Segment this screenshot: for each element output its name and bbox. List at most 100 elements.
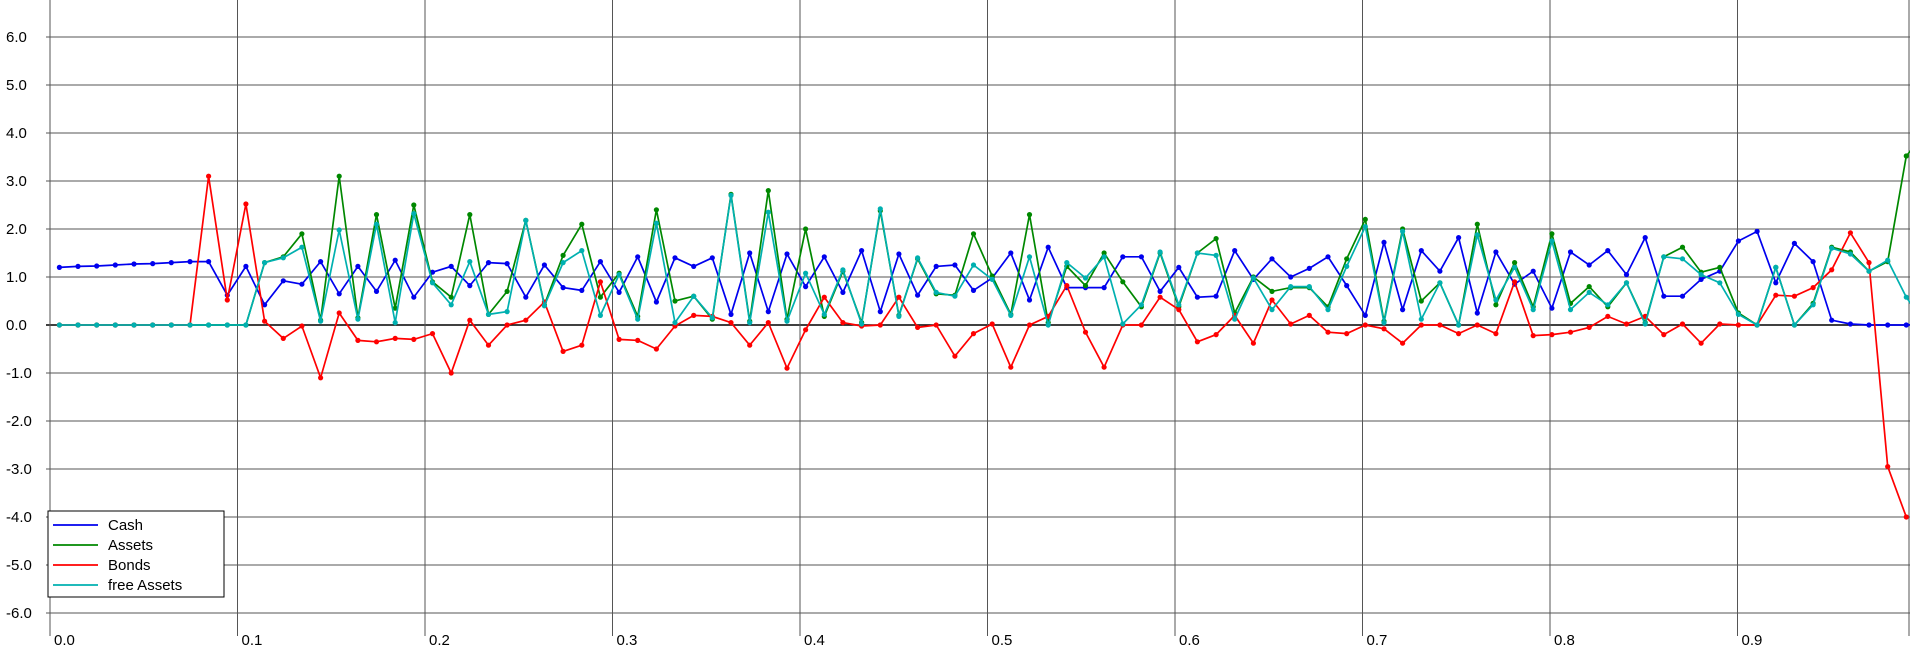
data-point xyxy=(765,209,771,215)
data-point xyxy=(784,251,790,257)
data-point xyxy=(1400,228,1406,234)
data-point xyxy=(1176,307,1182,313)
data-point xyxy=(1717,321,1723,327)
data-point xyxy=(1026,254,1033,260)
data-point xyxy=(355,263,361,269)
data-point xyxy=(187,322,193,328)
data-point xyxy=(1232,316,1238,322)
data-point xyxy=(56,264,63,270)
data-point xyxy=(560,348,566,354)
data-point xyxy=(168,322,174,328)
data-point xyxy=(1493,331,1499,337)
data-point xyxy=(989,276,995,282)
data-point xyxy=(616,272,622,278)
x-tick-label: 0.3 xyxy=(617,632,638,649)
data-point xyxy=(970,331,977,337)
data-point xyxy=(672,255,678,261)
data-point xyxy=(877,322,883,328)
data-point xyxy=(1773,292,1779,298)
data-point xyxy=(411,211,417,217)
data-point xyxy=(262,318,268,324)
data-point xyxy=(1213,332,1219,338)
data-point xyxy=(933,289,939,295)
data-point xyxy=(94,263,100,269)
data-point xyxy=(1362,224,1368,230)
data-point xyxy=(1586,262,1592,268)
data-point xyxy=(56,322,63,328)
y-tick-label: 1.0 xyxy=(6,269,27,286)
data-point xyxy=(1418,322,1424,328)
data-point xyxy=(1717,264,1723,270)
data-point xyxy=(709,315,715,321)
y-tick-label: -6.0 xyxy=(6,605,32,622)
data-point xyxy=(803,226,809,232)
data-point xyxy=(579,248,585,254)
data-point xyxy=(933,322,939,328)
data-point xyxy=(504,288,510,294)
data-point xyxy=(1194,250,1200,256)
data-point xyxy=(1903,153,1909,159)
data-point xyxy=(1232,248,1238,254)
data-point xyxy=(1549,238,1555,244)
data-point xyxy=(1512,260,1518,266)
data-point xyxy=(187,259,193,265)
data-point xyxy=(1400,340,1406,346)
data-point xyxy=(728,192,734,198)
data-point xyxy=(1642,321,1648,327)
data-point xyxy=(504,322,510,328)
data-point xyxy=(1120,254,1126,260)
data-point xyxy=(262,302,268,308)
data-point xyxy=(448,263,454,269)
data-point xyxy=(1064,260,1070,266)
data-point xyxy=(1213,252,1219,258)
axes: 6.0 5.0 4.0 3.0 2.0 1.0 0.0 -1.0 -2.0 -3.0 -4.0 -5.… xyxy=(6,29,1762,649)
data-point xyxy=(616,336,622,342)
data-point xyxy=(1101,254,1107,260)
data-point xyxy=(1847,321,1853,327)
data-point xyxy=(1885,322,1891,328)
data-point xyxy=(112,322,118,328)
data-point xyxy=(318,318,324,324)
data-point xyxy=(1698,272,1704,278)
data-point xyxy=(1735,322,1741,328)
data-point xyxy=(1754,322,1760,328)
data-point xyxy=(1120,321,1126,327)
data-point xyxy=(1325,307,1331,313)
data-point xyxy=(1213,293,1219,299)
data-point xyxy=(485,342,492,348)
data-point xyxy=(485,260,492,266)
data-point xyxy=(1250,275,1256,281)
data-point xyxy=(299,323,305,329)
data-point xyxy=(635,337,641,343)
data-point xyxy=(597,259,604,265)
data-point xyxy=(597,294,604,300)
data-point xyxy=(1344,263,1350,269)
data-point xyxy=(1623,272,1630,278)
data-point xyxy=(840,289,846,295)
data-point xyxy=(747,342,753,348)
data-point xyxy=(411,202,417,208)
data-point xyxy=(523,294,529,300)
data-point xyxy=(411,336,417,342)
data-point xyxy=(1082,283,1089,289)
data-point xyxy=(355,316,361,322)
data-point xyxy=(1288,274,1294,280)
data-point xyxy=(840,320,846,326)
data-point xyxy=(1250,340,1256,346)
data-point xyxy=(1698,276,1704,282)
data-point xyxy=(970,262,977,268)
series-line xyxy=(59,176,1908,518)
data-point xyxy=(765,188,771,194)
data-point xyxy=(150,261,156,267)
data-point xyxy=(1810,259,1816,265)
data-point xyxy=(224,297,230,303)
data-point xyxy=(206,259,212,265)
x-tick-label: 0.7 xyxy=(1367,632,1388,649)
x-tick-label: 0.2 xyxy=(429,632,450,649)
data-point xyxy=(299,244,305,250)
data-point xyxy=(168,260,174,266)
data-point xyxy=(355,337,361,343)
data-point xyxy=(1623,280,1630,286)
data-point xyxy=(1456,235,1462,241)
